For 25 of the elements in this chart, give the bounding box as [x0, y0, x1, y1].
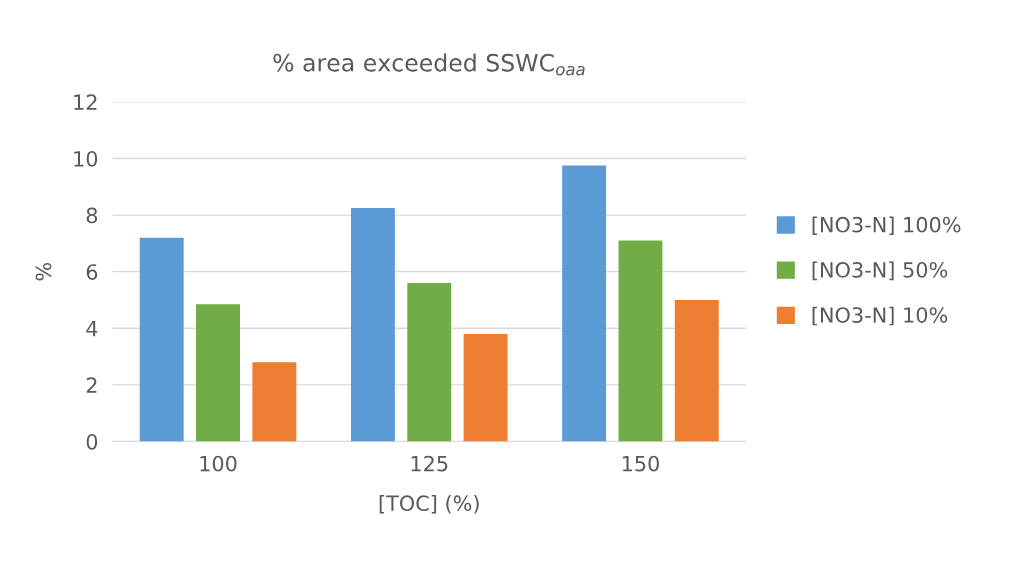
x-tick-label: 100: [200, 455, 237, 472]
y-tick-label: 12: [74, 94, 97, 110]
bar: [407, 283, 452, 442]
bar: [618, 240, 663, 442]
y-tick-label: 6: [86, 264, 98, 280]
bar: [674, 299, 719, 442]
y-tick-label: 10: [74, 150, 98, 167]
y-tick-label: 4: [86, 321, 98, 337]
x-axis-title: [TOC] (%): [379, 494, 479, 514]
x-tick-label: 150: [622, 455, 659, 472]
y-tick-label: 2: [86, 377, 97, 393]
chart-title: % area exceeded SSWC$_{oaa}$: [273, 53, 585, 76]
legend-label: [NO3-N] 50%: [812, 261, 948, 281]
bar: [562, 165, 607, 442]
y-axis-title: %: [35, 262, 52, 281]
y-tick-label: 8: [86, 207, 98, 224]
bar: [350, 208, 395, 442]
x-tick-label: 125: [411, 455, 448, 472]
bar: [196, 304, 240, 442]
bar: [252, 362, 297, 442]
legend-label: [NO3-N] 100%: [812, 216, 961, 236]
bar: [139, 237, 184, 442]
legend-label: [NO3-N] 10%: [812, 306, 948, 326]
y-tick-label: 0: [86, 433, 98, 450]
bar: [463, 333, 508, 442]
